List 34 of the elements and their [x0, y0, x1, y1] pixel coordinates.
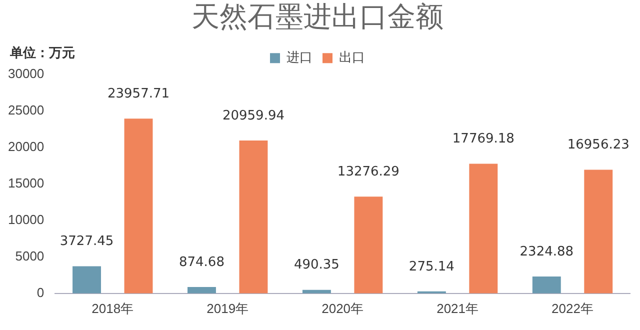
- text: 单位：万元: [10, 45, 75, 62]
- bar: [469, 164, 498, 294]
- data-label: 13276.29: [337, 164, 400, 180]
- y-tick-label: 15000: [8, 176, 44, 191]
- bar: [354, 196, 383, 294]
- data-label: 275.14: [408, 259, 454, 274]
- y-tick-label: 30000: [8, 66, 44, 82]
- data-label: 17769.18: [452, 132, 514, 147]
- bar: [124, 118, 153, 294]
- x-tick-label: 2022年: [552, 300, 594, 316]
- data-label: 874.68: [178, 254, 224, 270]
- y-tick-label: 0: [36, 284, 44, 300]
- y-tick-label: 10000: [8, 212, 44, 228]
- bar: [584, 170, 613, 294]
- data-label: 3727.45: [60, 234, 114, 250]
- legend-label: 出口: [339, 50, 365, 65]
- chart-title: 天然石墨进出口金额: [192, 0, 444, 34]
- data-label: 16956.23: [567, 138, 630, 153]
- y-tick-label: 20000: [8, 139, 44, 154]
- data-label: 20959.94: [222, 108, 284, 124]
- legend-label: 进口: [286, 50, 312, 65]
- y-tick-label: 25000: [8, 102, 44, 118]
- x-tick-label: 2018年: [92, 300, 134, 316]
- data-label: 490.35: [294, 258, 340, 273]
- bar: [239, 140, 268, 294]
- data-label: 2324.88: [520, 244, 574, 260]
- x-tick-label: 2021年: [436, 300, 479, 316]
- x-tick-label: 2019年: [206, 300, 249, 316]
- bar: [188, 287, 216, 294]
- bar: [532, 276, 561, 294]
- y-tick-label: 5000: [15, 248, 44, 264]
- bar: [72, 266, 101, 294]
- data-label: 23957.71: [107, 86, 170, 102]
- x-tick-label: 2020年: [322, 300, 364, 316]
